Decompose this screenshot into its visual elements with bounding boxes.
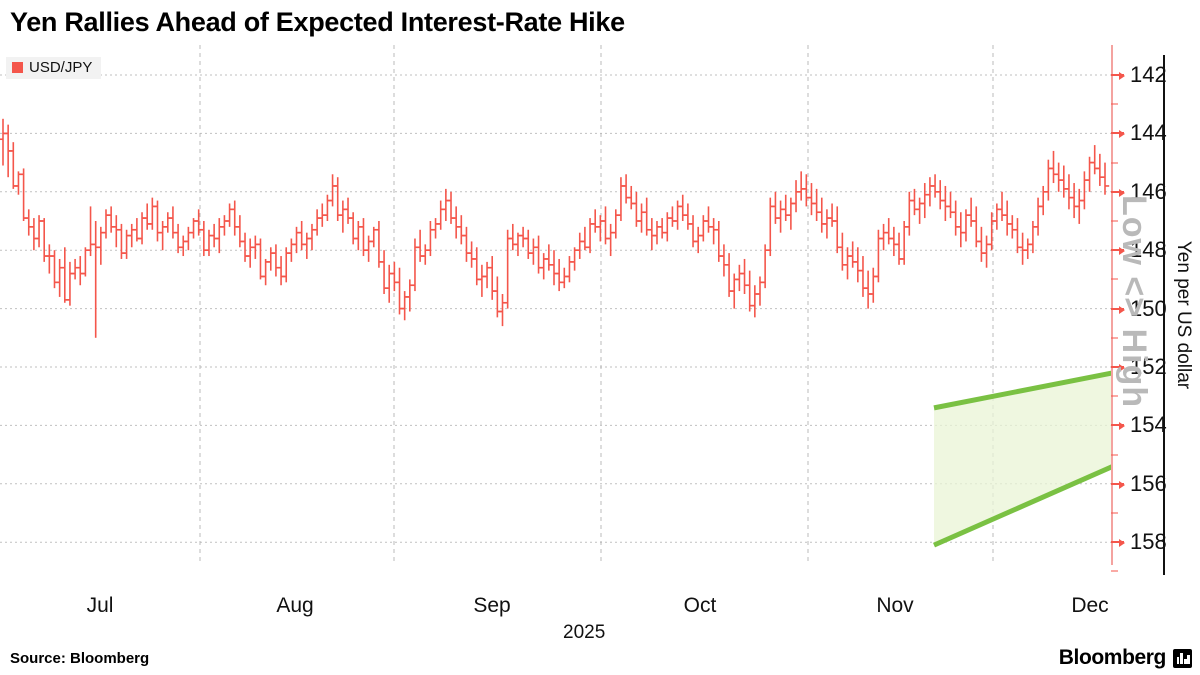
- y-tick-marker: [1111, 422, 1125, 431]
- x-axis-year: 2025: [563, 622, 606, 643]
- price-chart-svg: [0, 45, 1113, 565]
- y-tick-label: 152: [1130, 354, 1167, 379]
- legend-swatch-icon: [12, 62, 23, 73]
- y-minor-tick: [1111, 278, 1118, 280]
- legend[interactable]: USD/JPY: [6, 57, 102, 79]
- y-tick-label: 150: [1130, 295, 1167, 321]
- source-note: Source: Bloomberg: [10, 650, 150, 667]
- x-tick-label: Nov: [876, 594, 914, 617]
- x-tick-label: Sep: [473, 594, 511, 617]
- y-tick-label: 154: [1130, 412, 1167, 438]
- y-minor-tick: [1111, 570, 1118, 572]
- brand-text: Bloomberg: [1058, 646, 1167, 669]
- page-title: Yen Rallies Ahead of Expected Interest-R…: [10, 7, 625, 37]
- y-axis-rule: [1163, 55, 1165, 575]
- y-axis-ticks: 142 144 146 148 150 152 154 156 158: [1108, 45, 1200, 575]
- y-axis-spine: [1111, 45, 1113, 565]
- y-tick-marker: [1111, 539, 1125, 548]
- y-tick-label: 144: [1130, 120, 1167, 146]
- y-tick-marker: [1111, 130, 1125, 139]
- x-tick-label: Oct: [683, 594, 717, 617]
- y-tick-label: 148: [1130, 237, 1167, 263]
- y-minor-tick: [1111, 454, 1118, 456]
- y-tick-marker: [1111, 305, 1125, 314]
- y-axis-title: Yen per US dollar: [1173, 240, 1194, 390]
- y-minor-tick: [1111, 512, 1118, 514]
- y-tick-label: 158: [1130, 529, 1167, 555]
- y-minor-tick: [1111, 337, 1118, 339]
- x-tick-label: Jul: [86, 594, 114, 617]
- y-tick-marker: [1111, 247, 1125, 256]
- y-minor-tick: [1111, 395, 1118, 397]
- y-tick-marker: [1111, 188, 1125, 197]
- y-minor-tick: [1111, 162, 1118, 164]
- y-minor-tick: [1111, 220, 1118, 222]
- plot-area: [0, 45, 1113, 565]
- y-tick-marker: [1111, 480, 1125, 489]
- y-tick-label: 142: [1130, 62, 1167, 87]
- axis-watermark: Low <> High: [1115, 195, 1153, 409]
- y-tick-label: 156: [1130, 470, 1167, 496]
- bloomberg-logo-icon: [1173, 648, 1192, 668]
- x-tick-label: Dec: [1071, 594, 1109, 617]
- bloomberg-brand: Bloomberg: [1059, 646, 1192, 670]
- legend-label: USD/JPY: [29, 59, 93, 76]
- y-tick-marker: [1111, 72, 1125, 80]
- y-minor-tick: [1111, 103, 1118, 105]
- x-tick-label: Aug: [276, 594, 314, 617]
- y-tick-marker: [1111, 364, 1125, 372]
- y-tick-label: 146: [1130, 178, 1167, 204]
